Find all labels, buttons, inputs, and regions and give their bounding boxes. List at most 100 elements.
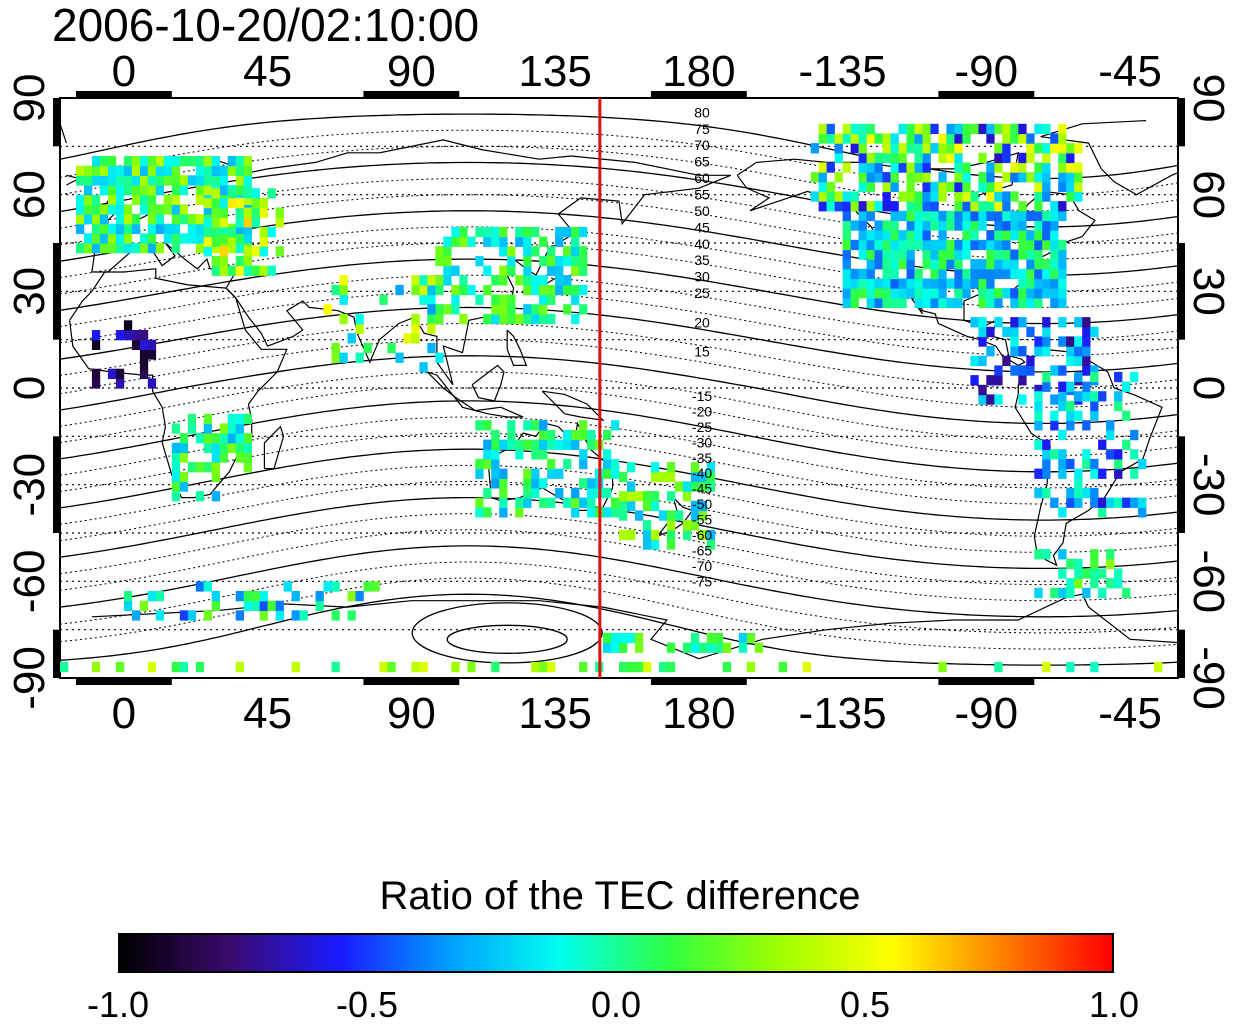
tec-cell xyxy=(291,661,300,673)
tec-cell xyxy=(531,661,540,673)
tec-cell xyxy=(1074,391,1083,402)
tec-cell xyxy=(930,249,939,260)
tec-cell xyxy=(834,191,843,202)
tec-cell xyxy=(555,226,564,238)
tec-cell xyxy=(1098,568,1107,579)
tec-cell xyxy=(123,185,133,196)
tec-cell xyxy=(690,481,700,492)
tec-cell xyxy=(1106,449,1115,460)
contour-label-north: 60 xyxy=(694,170,710,186)
tec-cell xyxy=(698,500,708,512)
tec-cell xyxy=(491,478,500,489)
tec-cell xyxy=(379,661,388,673)
tec-cell xyxy=(243,265,252,276)
tec-cell xyxy=(251,591,260,602)
contour-label-south: -65 xyxy=(692,543,712,559)
tec-cell xyxy=(1058,133,1067,144)
tec-cell xyxy=(1034,220,1043,231)
tec-cell xyxy=(1058,429,1067,441)
tec-cell xyxy=(858,181,867,193)
tec-cell xyxy=(539,255,548,267)
tec-cell xyxy=(515,497,524,508)
tec-cell xyxy=(491,236,500,247)
tec-cell xyxy=(962,249,971,260)
tec-cell xyxy=(1034,410,1043,421)
tec-cell xyxy=(579,497,588,508)
tec-cell xyxy=(938,259,947,270)
tec-cell xyxy=(91,223,101,234)
colorbar-tick-label: 0.5 xyxy=(839,984,891,1025)
tec-cell xyxy=(187,214,197,225)
tec-cell xyxy=(938,661,947,673)
tec-cell xyxy=(483,449,492,460)
tec-cell xyxy=(563,439,572,450)
tec-cell xyxy=(914,133,923,144)
tec-cell xyxy=(842,278,851,289)
tec-cell xyxy=(251,207,260,218)
lon-tick-label-bottom: 0 xyxy=(112,689,136,738)
tec-cell xyxy=(890,181,899,193)
tec-cell xyxy=(1002,259,1011,270)
tec-cell xyxy=(946,278,955,289)
tec-cell xyxy=(898,210,907,222)
tec-cell xyxy=(1034,420,1043,431)
tec-cell xyxy=(259,246,268,257)
tec-cell xyxy=(547,255,556,267)
tec-cell xyxy=(994,152,1003,164)
tec-cell xyxy=(1034,400,1043,412)
tec-cell xyxy=(682,491,692,502)
tec-cell xyxy=(563,255,572,267)
tec-cell xyxy=(563,226,572,238)
tec-cell xyxy=(914,220,923,231)
tec-cell xyxy=(1034,162,1043,173)
tec-cell xyxy=(643,491,652,502)
contour-label-north: 30 xyxy=(694,269,710,285)
tec-cell xyxy=(195,433,205,444)
tec-cell xyxy=(267,188,276,199)
tec-cell xyxy=(227,442,236,454)
tec-cell xyxy=(834,201,843,212)
tec-cell xyxy=(147,165,157,176)
tec-cell xyxy=(1066,191,1075,202)
tec-cell xyxy=(994,123,1003,135)
tec-cell xyxy=(898,249,907,260)
tec-cell xyxy=(259,265,268,276)
tec-cell xyxy=(666,642,676,653)
tec-cell xyxy=(323,581,332,592)
tec-cell xyxy=(1114,391,1123,402)
frame-bar-left xyxy=(53,436,59,533)
tec-cell xyxy=(123,214,133,225)
tec-cell xyxy=(882,172,891,183)
tec-cell xyxy=(467,661,476,673)
tec-cell xyxy=(842,162,851,173)
tec-cell xyxy=(443,246,452,257)
tec-cell xyxy=(1002,191,1011,202)
tec-cell xyxy=(882,297,891,309)
tec-cell xyxy=(1018,123,1027,135)
tec-cell xyxy=(139,600,149,611)
tec-cell xyxy=(1066,587,1075,599)
tec-cell xyxy=(211,236,220,247)
tec-cell xyxy=(235,265,244,276)
frame-bar-left xyxy=(53,243,59,340)
tec-cell xyxy=(451,284,460,296)
coastline-greenland xyxy=(60,120,1178,196)
frame-bar-left xyxy=(53,98,59,147)
tec-cell xyxy=(978,123,987,135)
tec-cell xyxy=(219,185,228,196)
tec-cell xyxy=(331,352,340,363)
tec-cell xyxy=(1090,558,1099,570)
tec-cell xyxy=(1058,317,1067,328)
tec-cell xyxy=(251,197,260,209)
tec-cell xyxy=(107,185,117,196)
tec-cell xyxy=(1042,230,1051,241)
tec-cell xyxy=(1066,497,1075,508)
tec-cell xyxy=(523,236,532,247)
tec-cell xyxy=(1106,578,1115,589)
tec-cell xyxy=(1050,410,1059,421)
tec-cell xyxy=(666,471,676,483)
tec-cell xyxy=(1082,449,1091,460)
frame-bar-top xyxy=(75,91,172,97)
tec-cell xyxy=(219,207,228,218)
tec-cell xyxy=(1042,181,1051,193)
